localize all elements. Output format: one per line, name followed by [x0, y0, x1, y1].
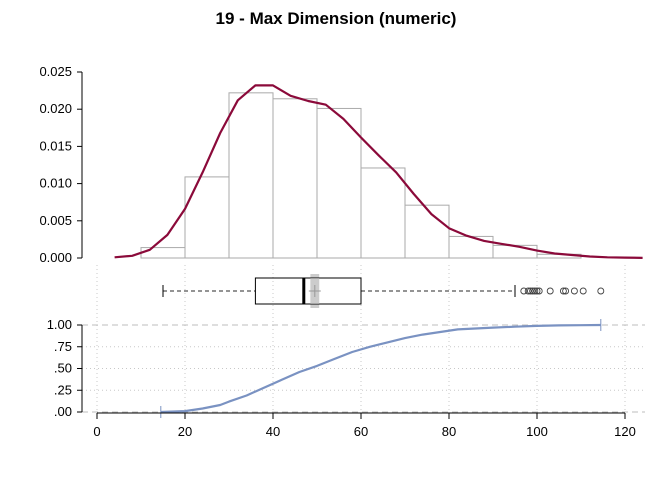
- hist-y-tick-label: 0.015: [39, 138, 72, 153]
- outlier-point: [520, 287, 528, 295]
- outlier-point: [562, 287, 570, 295]
- outlier-point: [546, 287, 554, 295]
- x-tick-label: 120: [614, 424, 636, 439]
- hist-bar: [228, 92, 274, 259]
- x-tick-label: 100: [526, 424, 548, 439]
- hist-y-tick-label: 0.020: [39, 101, 72, 116]
- outlier-point: [570, 287, 578, 295]
- outlier-point: [529, 287, 537, 295]
- hist-y-tick-label: 0.010: [39, 176, 72, 191]
- outlier-point: [579, 287, 587, 295]
- ecdf-y-tick-label: .75: [54, 339, 72, 354]
- ecdf-y-tick-label: .00: [54, 404, 72, 419]
- hist-bar: [272, 98, 318, 259]
- box: [254, 277, 362, 305]
- ecdf-y-tick-label: .50: [54, 361, 72, 376]
- x-tick-label: 60: [354, 424, 368, 439]
- outlier-point: [559, 287, 567, 295]
- density-curve: [114, 84, 643, 259]
- hist-y-tick-label: 0.025: [39, 64, 72, 79]
- ecdf-y-tick-label: 1.00: [47, 317, 72, 332]
- hist-bar: [184, 176, 230, 259]
- hist-bar: [492, 244, 538, 259]
- hist-bar: [140, 247, 186, 259]
- ecdf-curve: [160, 323, 601, 414]
- x-tick-label: 80: [442, 424, 456, 439]
- hist-bar: [448, 235, 494, 259]
- x-tick-label: 40: [266, 424, 280, 439]
- x-tick-label: 20: [178, 424, 192, 439]
- outlier-point: [535, 287, 543, 295]
- hist-y-tick-label: 0.000: [39, 250, 72, 265]
- outlier-point: [531, 287, 539, 295]
- outlier-point: [533, 287, 541, 295]
- outlier-point: [597, 287, 605, 295]
- outlier-point: [524, 287, 532, 295]
- hist-y-tick-label: 0.005: [39, 213, 72, 228]
- ecdf-y-tick-label: .25: [54, 382, 72, 397]
- chart-title: 19 - Max Dimension (numeric): [215, 9, 457, 28]
- hist-bar: [404, 204, 450, 259]
- hist-bar: [360, 167, 406, 259]
- x-tick-label: 0: [93, 424, 100, 439]
- outlier-point: [526, 287, 534, 295]
